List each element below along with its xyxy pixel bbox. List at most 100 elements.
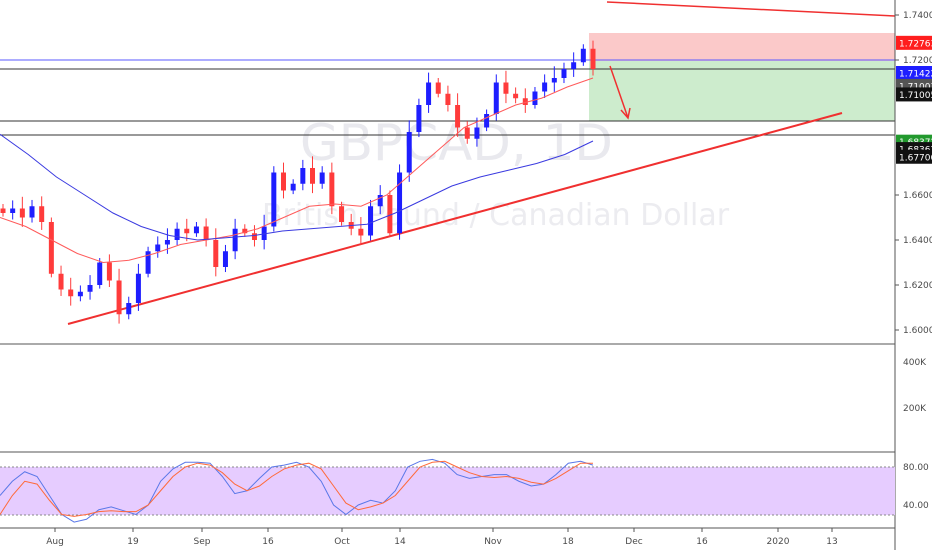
candle [0, 208, 6, 213]
candle [135, 273, 141, 303]
candle [397, 172, 403, 234]
time-tick-label: 18 [562, 537, 574, 547]
candle [368, 206, 374, 236]
price-label [896, 66, 932, 81]
candle [532, 91, 538, 105]
candle [58, 273, 64, 290]
candle [155, 244, 161, 252]
candle [213, 240, 219, 267]
candle [300, 168, 306, 184]
moving-average-blue [0, 133, 594, 241]
candle [484, 114, 490, 128]
price-label-text: 1.72763 [899, 39, 932, 49]
candle [87, 285, 93, 292]
price-tick-label: 1.66000 [903, 191, 932, 201]
candle [435, 82, 441, 94]
time-tick-label: Aug [46, 537, 64, 547]
candle [271, 172, 277, 227]
volume-tick-label: 200K [903, 404, 927, 414]
stoch-d-line [0, 460, 593, 517]
candle [522, 98, 528, 105]
candle [106, 262, 112, 281]
stoch-k-line [0, 458, 594, 523]
candle [513, 93, 519, 99]
candle [251, 233, 257, 240]
price-label-text: 1.71422 [899, 70, 932, 80]
candle [551, 78, 557, 83]
candle [29, 206, 35, 218]
stoch-tick-label: 40.00 [903, 501, 929, 511]
candle [493, 82, 499, 114]
candle [145, 251, 151, 274]
candle [406, 132, 412, 173]
stoch-tick-label: 80.00 [903, 463, 929, 473]
time-tick-label: Dec [625, 537, 642, 547]
time-tick-label: 16 [262, 537, 274, 547]
candle [68, 289, 74, 297]
candle [97, 262, 103, 285]
candle [503, 82, 509, 94]
price-tick-label: 1.64000 [903, 236, 932, 246]
time-tick-label: Oct [334, 537, 350, 547]
candle [358, 228, 364, 236]
candle [561, 69, 567, 78]
candle [203, 226, 209, 240]
candle [377, 195, 383, 207]
candle [39, 206, 45, 222]
price-tick-label: 1.72000 [903, 56, 932, 66]
candle [19, 208, 25, 218]
candle [164, 240, 170, 245]
time-tick-label: Nov [484, 537, 502, 547]
moving-average-red [0, 77, 594, 264]
candle [319, 172, 325, 184]
candle [222, 251, 228, 267]
candle [426, 82, 432, 105]
candle [193, 226, 199, 234]
candle [184, 228, 190, 234]
candle [126, 303, 132, 315]
time-tick-label: Sep [194, 537, 211, 547]
candle [339, 206, 345, 222]
candle [590, 48, 596, 69]
candle [416, 105, 422, 132]
candle [387, 195, 393, 234]
candle [242, 228, 248, 234]
candle [455, 105, 461, 128]
time-tick-label: 2020 [767, 537, 790, 547]
candle [310, 168, 316, 184]
price-label [896, 149, 932, 164]
candle [232, 228, 238, 252]
price-label-text: 1.71005 [899, 91, 932, 101]
candle [280, 172, 286, 191]
price-label [896, 87, 932, 102]
candle [329, 172, 335, 207]
candle [464, 127, 470, 139]
price-label-text: 1.67706 [899, 153, 932, 163]
candle [116, 280, 122, 315]
candle [48, 222, 54, 274]
candle [474, 127, 480, 139]
candle [10, 208, 16, 213]
candle [580, 48, 586, 63]
time-tick-label: 19 [127, 537, 139, 547]
price-label [896, 35, 932, 50]
volume-tick-label: 400K [903, 358, 927, 368]
price-tick-label: 1.74000 [903, 11, 932, 21]
candle [261, 226, 267, 240]
candle [571, 62, 577, 69]
candle [445, 93, 451, 105]
stoch-band [0, 467, 895, 515]
candle [542, 82, 548, 92]
candle [174, 228, 180, 240]
price-tick-label: 1.60000 [903, 326, 932, 336]
trendline-upper[interactable] [606, 1, 896, 17]
trendline-support[interactable] [67, 112, 843, 325]
short-position-loss-zone[interactable] [589, 33, 895, 61]
price-tick-label: 1.62000 [903, 281, 932, 291]
arrow-icon[interactable] [609, 65, 631, 120]
time-tick-label: 16 [696, 537, 708, 547]
time-tick-label: 14 [394, 537, 406, 547]
short-position-profit-zone[interactable] [589, 61, 895, 121]
candle [290, 183, 296, 191]
